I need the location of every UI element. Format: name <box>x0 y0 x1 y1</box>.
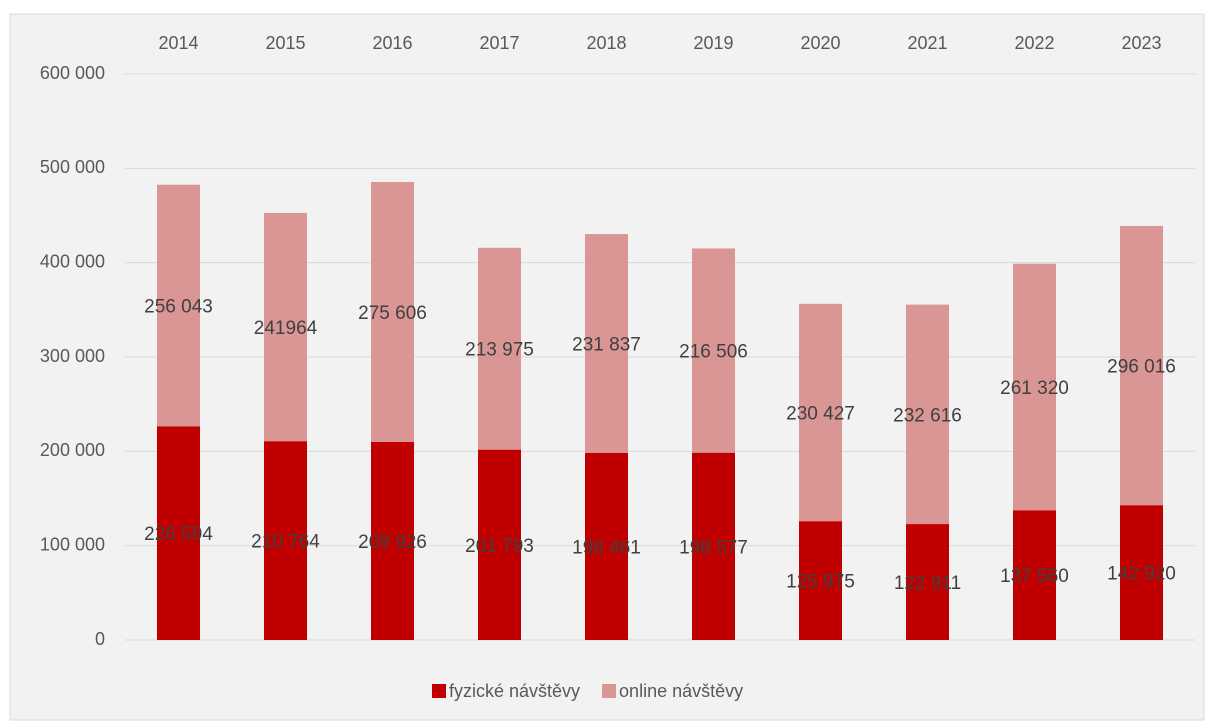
data-label: 201 793 <box>465 536 534 557</box>
x-tick-label: 2017 <box>479 33 519 53</box>
bar-segment <box>157 184 200 427</box>
x-tick-label: 2022 <box>1014 33 1054 53</box>
bar-segment <box>264 441 307 640</box>
data-label: 261 320 <box>1000 378 1069 399</box>
bar-segment <box>1013 510 1056 640</box>
bar-segment <box>1120 225 1163 506</box>
x-tick-label: 2019 <box>693 33 733 53</box>
data-label: 216 506 <box>679 342 748 363</box>
data-label: 122 911 <box>894 573 961 594</box>
bar-segment <box>692 452 735 640</box>
data-label: 210 764 <box>251 532 320 553</box>
x-tick-label: 2014 <box>158 33 198 53</box>
x-tick-label: 2023 <box>1121 33 1161 53</box>
data-label: 231 837 <box>572 334 641 355</box>
bar-segment <box>585 452 628 640</box>
x-tick-label: 2020 <box>800 33 840 53</box>
bar-segment <box>799 521 842 640</box>
data-label: 125 975 <box>786 572 855 593</box>
data-label: 198 461 <box>572 537 641 558</box>
bar-segment <box>585 234 628 453</box>
bar-segment <box>906 304 949 525</box>
y-tick-label: 400 000 <box>40 251 105 271</box>
x-tick-label: 2021 <box>907 33 947 53</box>
y-tick-label: 500 000 <box>40 157 105 177</box>
data-label: 198 577 <box>679 537 748 558</box>
bar-segment <box>906 524 949 640</box>
y-tick-label: 200 000 <box>40 440 105 460</box>
legend-swatch <box>602 684 617 698</box>
data-label: 232 616 <box>893 405 962 426</box>
data-label: 213 975 <box>465 340 534 361</box>
data-label: 230 427 <box>786 403 855 424</box>
data-label: 275 606 <box>358 303 427 324</box>
x-tick-label: 2018 <box>586 33 626 53</box>
data-label: 256 043 <box>144 296 213 317</box>
data-label: 226 594 <box>144 524 213 545</box>
bar-segment <box>478 449 521 640</box>
y-tick-label: 300 000 <box>40 346 105 366</box>
x-tick-label: 2015 <box>265 33 305 53</box>
data-label: 209 926 <box>358 532 427 553</box>
data-label: 137 560 <box>1000 566 1069 587</box>
y-tick-label: 100 000 <box>40 534 105 554</box>
y-tick-label: 600 000 <box>40 63 105 83</box>
bar-segment <box>478 247 521 450</box>
legend-label: online návštěvy <box>619 681 743 701</box>
data-label: 296 016 <box>1107 357 1176 378</box>
legend-label: fyzické návštěvy <box>449 681 580 701</box>
legend-swatch <box>432 684 446 698</box>
data-label: 142 920 <box>1107 564 1176 585</box>
bar-segment <box>371 441 414 640</box>
bar-segment <box>264 212 307 442</box>
bar-segment <box>371 181 414 442</box>
bar-segment <box>1120 505 1163 640</box>
y-tick-label: 0 <box>95 629 105 649</box>
bar-segment <box>1013 263 1056 511</box>
bar-segment <box>157 426 200 640</box>
data-label: 241964 <box>254 318 318 339</box>
x-tick-label: 2016 <box>372 33 412 53</box>
bar-segment <box>692 248 735 453</box>
bar-segment <box>799 303 842 522</box>
